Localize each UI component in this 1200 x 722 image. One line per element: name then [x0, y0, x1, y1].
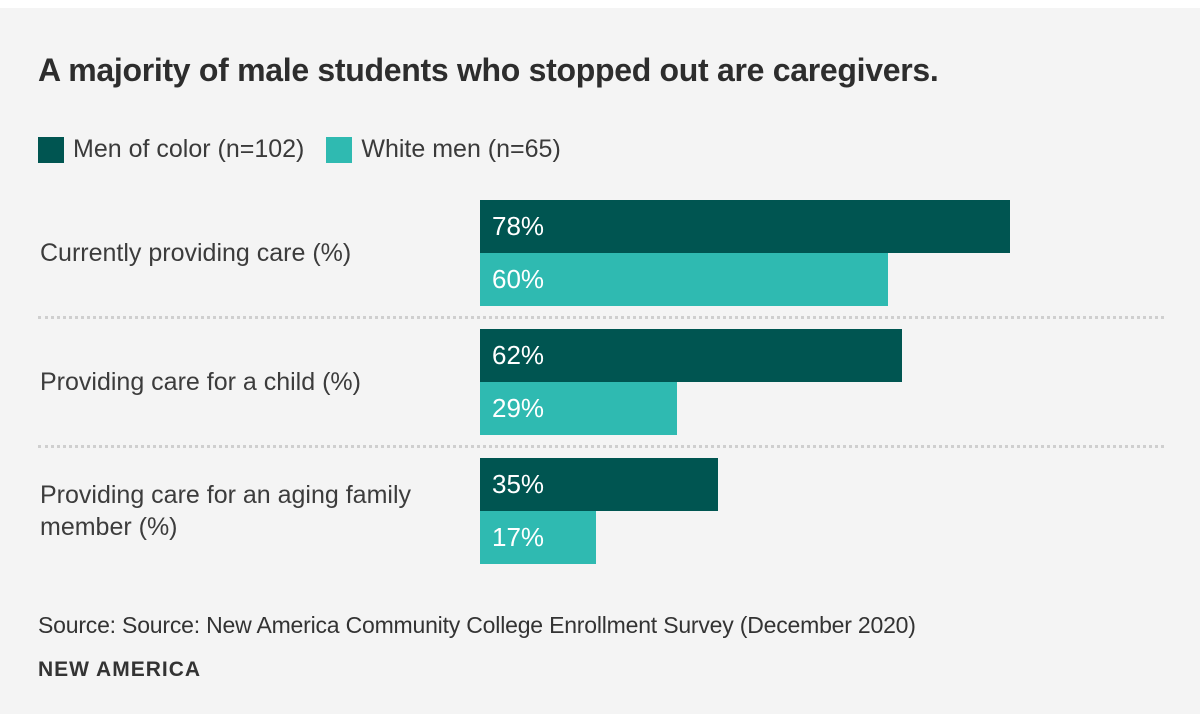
- bar-value-label: 35%: [492, 469, 545, 499]
- chart-row-currently-providing-care: Currently providing care (%) 78% 60%: [38, 200, 1164, 306]
- chart-row-care-for-aging-family: Providing care for an aging family membe…: [38, 458, 1164, 564]
- legend: Men of color (n=102) White men (n=65): [38, 135, 561, 164]
- legend-label-men-of-color: Men of color (n=102): [73, 135, 305, 163]
- row-separator: [38, 316, 1164, 319]
- chart-title: A majority of male students who stopped …: [38, 52, 939, 88]
- bar-chart: Currently providing care (%) 78% 60% Pro…: [38, 200, 1164, 564]
- bar-value-label: 78%: [492, 211, 545, 241]
- bar-value-label: 17%: [492, 522, 545, 552]
- category-label: Providing care for an aging family membe…: [40, 481, 412, 541]
- chart-row-care-for-child: Providing care for a child (%) 62% 29%: [38, 329, 1164, 435]
- bar-group: 78% 60%: [480, 200, 1160, 306]
- bar-group: 62% 29%: [480, 329, 1160, 435]
- bar-men-of-color: 78%: [480, 200, 1011, 253]
- bar-white-men: 60%: [480, 253, 888, 306]
- chart-panel: A majority of male students who stopped …: [0, 8, 1200, 714]
- bar-white-men: 29%: [480, 382, 678, 435]
- legend-item-white-men: White men (n=65): [326, 135, 561, 164]
- legend-label-white-men: White men (n=65): [361, 135, 561, 163]
- legend-swatch-light-teal: [326, 136, 353, 163]
- bar-value-label: 60%: [492, 264, 545, 294]
- new-america-logo: NEW AMERICA: [38, 658, 202, 681]
- bar-value-label: 62%: [492, 340, 545, 370]
- category-label: Currently providing care (%): [40, 239, 352, 267]
- legend-item-men-of-color: Men of color (n=102): [38, 135, 304, 164]
- legend-swatch-dark-teal: [38, 136, 64, 163]
- bar-value-label: 29%: [492, 393, 545, 423]
- bar-men-of-color: 35%: [480, 458, 718, 511]
- category-label: Providing care for a child (%): [40, 368, 361, 396]
- source-note: Source: Source: New America Community Co…: [38, 612, 916, 638]
- row-separator: [38, 445, 1164, 448]
- bar-men-of-color: 62%: [480, 329, 902, 382]
- bar-white-men: 17%: [480, 511, 596, 564]
- bar-group: 35% 17%: [480, 458, 1160, 564]
